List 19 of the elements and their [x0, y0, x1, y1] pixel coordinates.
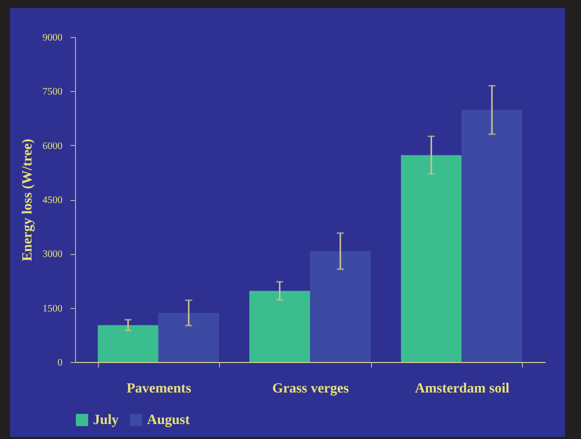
y-tick-label: 9000 — [42, 32, 62, 44]
bar — [249, 290, 310, 362]
y-tick-label: 0 — [58, 358, 62, 368]
bar — [310, 251, 371, 362]
legend-label: July — [93, 413, 119, 428]
y-tick-label: 6000 — [42, 140, 62, 152]
y-tick-label: 4500 — [42, 195, 62, 206]
y-axis-title: Energy loss (W/tree) — [20, 138, 36, 262]
bar — [462, 110, 522, 362]
x-tick-label: Amsterdam soil — [414, 382, 510, 396]
x-tick-label: Grass verges — [272, 382, 350, 396]
y-tick-label: 1500 — [42, 303, 62, 314]
x-tick-label: Pavements — [126, 382, 192, 396]
bar — [400, 155, 462, 362]
legend-label: August — [147, 413, 190, 428]
y-tick-label: 3000 — [42, 249, 62, 260]
bar — [98, 325, 158, 362]
y-tick-label: 7500 — [42, 86, 62, 98]
bar — [158, 312, 220, 362]
